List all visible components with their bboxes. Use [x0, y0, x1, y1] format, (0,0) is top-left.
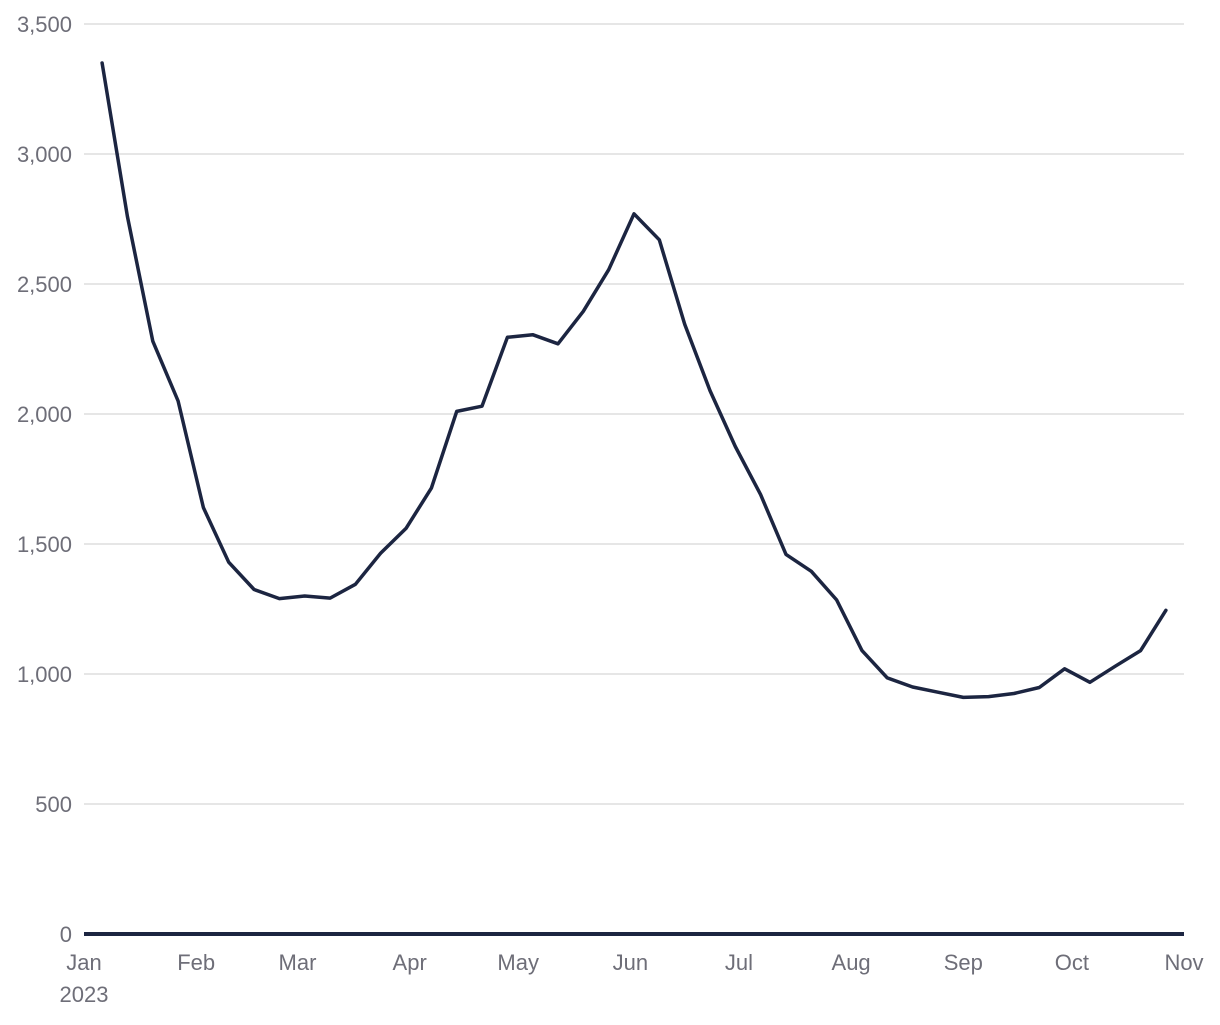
x-tick-label: Oct [1055, 950, 1089, 975]
data-point [201, 505, 206, 510]
data-point [935, 690, 940, 695]
x-tick-label: Sep [944, 950, 983, 975]
y-axis-tick-labels: 0 500 1,000 1,500 2,000 2,500 3,000 3,500 [17, 12, 72, 947]
data-point [1087, 680, 1092, 685]
data-point [859, 648, 864, 653]
data-point [125, 214, 130, 219]
data-point [226, 560, 231, 565]
data-point [1062, 666, 1067, 671]
data-point [150, 339, 155, 344]
data-point [986, 694, 991, 699]
data-point [505, 335, 510, 340]
data-point [100, 61, 105, 66]
data-point [404, 526, 409, 531]
data-point [682, 322, 687, 327]
x-tick-label: Jan [66, 950, 101, 975]
data-point [302, 594, 307, 599]
gridlines [84, 23, 1184, 805]
data-point [1138, 648, 1143, 653]
data-point [910, 685, 915, 690]
x-axis-tick-labels: Jan Feb Mar Apr May Jun Jul Aug Sep Oct Nov 2023 [60, 950, 1204, 1007]
data-point [1011, 691, 1016, 696]
x-tick-label: Feb [177, 950, 215, 975]
y-tick-label: 3,500 [17, 12, 72, 37]
data-point [758, 492, 763, 497]
x-tick-label: Nov [1164, 950, 1203, 975]
series-layer [100, 61, 1168, 700]
x-tick-label: Mar [279, 950, 317, 975]
y-tick-label: 2,500 [17, 272, 72, 297]
x-tick-label: Jul [725, 950, 753, 975]
data-point [581, 309, 586, 314]
x-tick-label: May [497, 950, 539, 975]
data-point [480, 404, 485, 409]
y-tick-label: 3,000 [17, 142, 72, 167]
data-point [1037, 685, 1042, 690]
series-line [100, 61, 1168, 700]
data-point [707, 388, 712, 393]
data-point [252, 587, 257, 592]
data-point [733, 444, 738, 449]
data-point [1163, 608, 1168, 613]
data-point [809, 569, 814, 574]
data-point [429, 486, 434, 491]
x-tick-label: Jun [613, 950, 648, 975]
data-point [606, 267, 611, 272]
data-point [176, 399, 181, 404]
y-tick-label: 2,000 [17, 402, 72, 427]
y-tick-label: 0 [60, 922, 72, 947]
data-point [783, 552, 788, 557]
data-point [961, 695, 966, 700]
y-tick-label: 1,500 [17, 532, 72, 557]
data-point [353, 582, 358, 587]
data-point [885, 675, 890, 680]
x-tick-label: Aug [832, 950, 871, 975]
data-point [530, 332, 535, 337]
data-point [657, 237, 662, 242]
data-point [328, 596, 333, 601]
data-point [556, 341, 561, 346]
x-tick-year-label: 2023 [60, 982, 109, 1007]
data-point [632, 211, 637, 216]
data-point [378, 551, 383, 556]
y-tick-label: 1,000 [17, 662, 72, 687]
data-point [834, 597, 839, 602]
x-tick-label: Apr [393, 950, 427, 975]
data-point [454, 409, 459, 414]
data-point [1113, 664, 1118, 669]
y-tick-label: 500 [35, 792, 72, 817]
data-point [277, 596, 282, 601]
